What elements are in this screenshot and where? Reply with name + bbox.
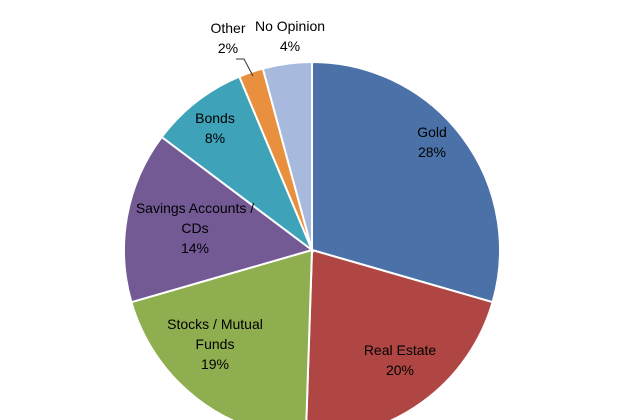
- data-label-savings-accounts-cds-line-1: Savings Accounts /: [136, 200, 254, 216]
- data-label-stocks-mutual-funds-line-2: Funds: [196, 336, 235, 352]
- pie-slice-gold: [311, 60, 501, 304]
- data-label-real-estate: Real Estate: [364, 342, 437, 358]
- data-label-gold-value: 28%: [418, 144, 446, 160]
- data-label-gold: Gold: [417, 124, 447, 140]
- pie-slice-no-opinion: [261, 60, 313, 251]
- data-label-other: Other: [210, 20, 245, 36]
- data-label-bonds: Bonds: [195, 110, 235, 126]
- leader-line-other: [236, 58, 254, 77]
- data-label-stocks-mutual-funds-value: 19%: [201, 356, 229, 372]
- data-label-no-opinion: No Opinion: [255, 18, 325, 34]
- pie-slice-savings-accounts-cds: [123, 135, 315, 304]
- data-label-bonds-value: 8%: [205, 130, 225, 146]
- data-label-no-opinion-value: 4%: [280, 38, 300, 54]
- data-label-stocks-mutual-funds-line-1: Stocks / Mutual: [167, 316, 263, 332]
- pie-slice-stocks-mutual-funds: [130, 248, 314, 420]
- data-label-savings-accounts-cds-value: 14%: [181, 240, 209, 256]
- pie-slice-bonds: [160, 75, 315, 254]
- data-label-savings-accounts-cds-line-2: CDs: [181, 220, 208, 236]
- data-label-other-value: 2%: [218, 40, 238, 56]
- pie-slice-real-estate: [305, 248, 494, 420]
- data-label-real-estate-value: 20%: [386, 362, 414, 378]
